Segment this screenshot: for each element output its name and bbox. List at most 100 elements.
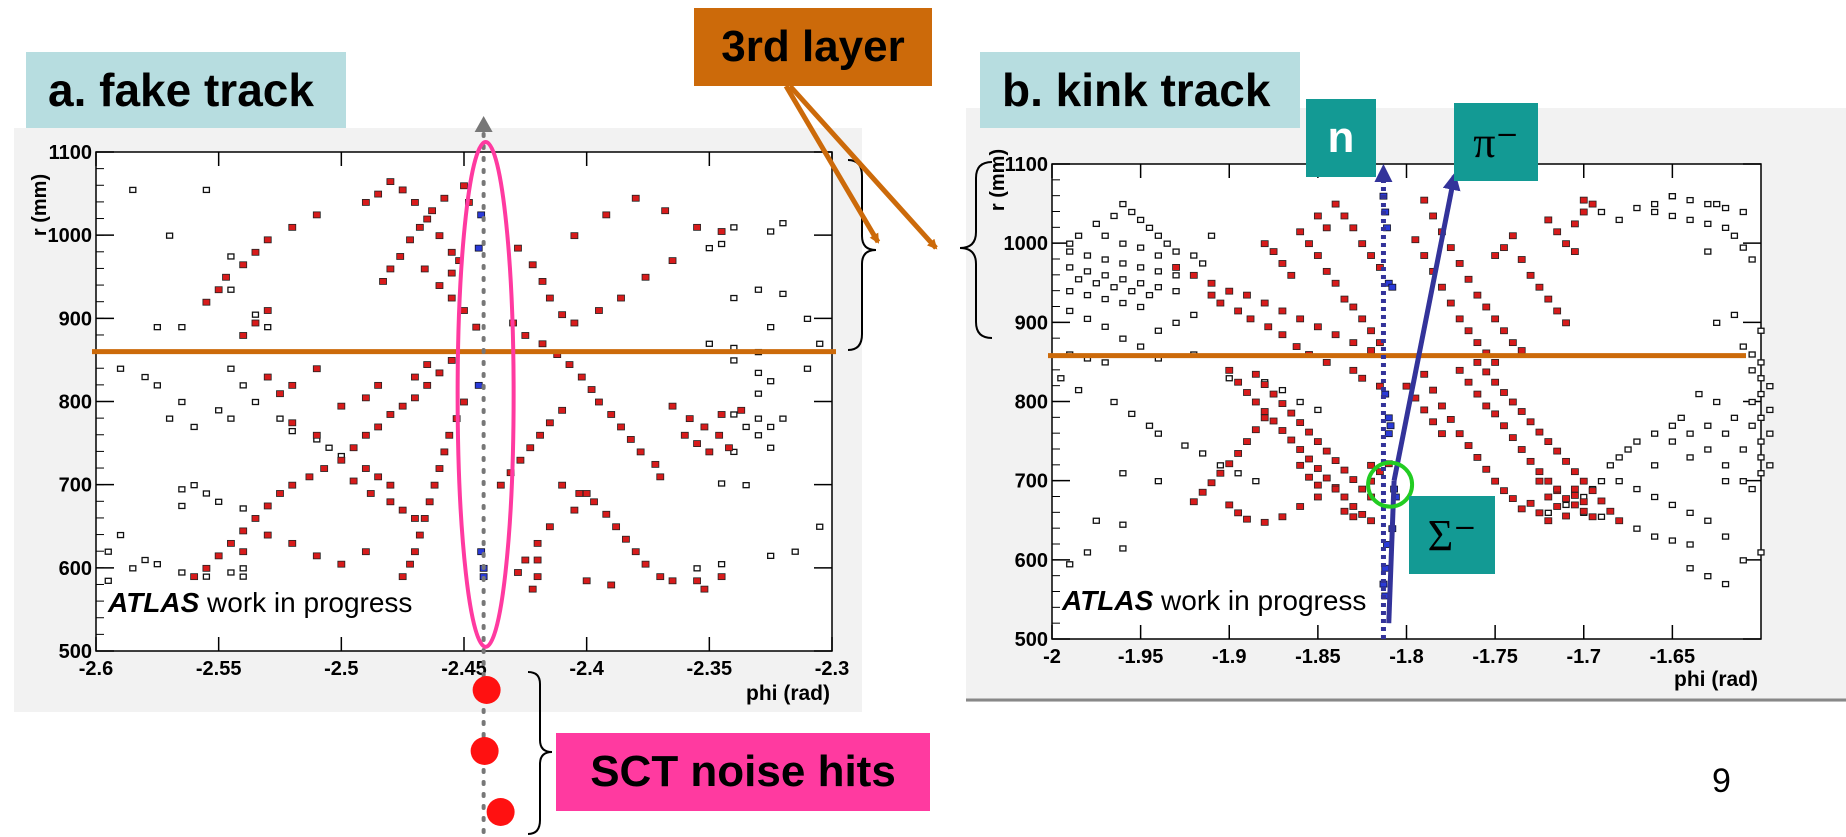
red-hit-marker [545, 294, 554, 302]
open-hit-marker [1066, 288, 1074, 295]
red-hit-marker [263, 307, 272, 314]
red-hit-marker [1260, 299, 1269, 307]
red-hit-marker [545, 419, 554, 427]
open-hit-marker [1651, 493, 1659, 501]
red-hit-marker [582, 577, 591, 585]
open-hit-marker [1704, 220, 1712, 228]
red-hit-marker [1340, 212, 1349, 220]
sct-noise-bracket [527, 671, 553, 835]
red-hit-marker [305, 473, 314, 481]
red-hit-marker [1367, 461, 1375, 469]
open-hit-marker [227, 286, 235, 293]
red-hit-marker [496, 481, 505, 489]
red-hit-marker [312, 431, 321, 439]
y-tick-label: 700 [1015, 471, 1048, 493]
red-hit-marker [1269, 390, 1278, 398]
red-hit-marker [337, 402, 346, 410]
red-hit-marker [651, 460, 660, 468]
red-hit-marker [622, 535, 630, 543]
red-hit-marker [536, 431, 544, 439]
red-hit-marker [1349, 224, 1358, 232]
open-hit-marker [1651, 200, 1659, 208]
red-hit-marker [521, 556, 530, 564]
panel-a-tick-labels: -2.6 -2.55 -2.5 -2.45 -2.4 -2.35 -2.3 500 600 700… [48, 142, 850, 680]
pion-label: π⁻ [1454, 103, 1538, 181]
open-hit-marker [1668, 438, 1677, 445]
panel-b-open-hits [1057, 193, 1774, 588]
red-hit-marker [607, 581, 616, 589]
y-tick-label: 600 [1015, 550, 1048, 572]
red-hit-marker [617, 294, 625, 302]
red-hit-marker [251, 248, 260, 256]
open-hit-marker [767, 228, 775, 235]
red-hit-marker [590, 498, 598, 506]
open-hit-marker [202, 490, 211, 497]
red-hit-marker [440, 448, 449, 456]
open-hit-marker [1695, 390, 1703, 398]
open-hit-marker [1199, 260, 1207, 267]
x-tick-label: -2 [1043, 646, 1061, 668]
red-hit-marker [514, 244, 522, 252]
red-hit-marker [1172, 264, 1180, 271]
red-hit-marker [374, 190, 383, 198]
open-hit-marker [1686, 216, 1694, 224]
third-layer-label: 3rd layer [694, 8, 932, 86]
red-hit-marker [288, 481, 297, 489]
open-hit-marker [1314, 406, 1322, 414]
red-hit-marker [737, 406, 746, 414]
open-hit-marker [1633, 438, 1641, 445]
red-hit-marker [411, 515, 419, 522]
open-hit-marker [1686, 430, 1694, 437]
panel-a-y-axis-label: r (mm) [29, 174, 51, 236]
red-hit-marker [423, 381, 432, 389]
open-hit-marker [1119, 240, 1127, 247]
red-hit-marker [1349, 303, 1358, 311]
red-hit-marker [1349, 476, 1358, 483]
red-hit-marker [700, 423, 709, 431]
red-hit-marker [312, 552, 321, 560]
y-tick-label: 900 [1015, 312, 1048, 334]
open-hit-marker [1216, 462, 1225, 469]
red-hit-marker [1322, 267, 1331, 275]
x-tick-label: -2.3 [815, 658, 849, 680]
red-hit-marker [202, 564, 211, 572]
red-hit-marker [1544, 216, 1553, 224]
red-hit-marker [1349, 366, 1358, 374]
red-hit-marker [1455, 430, 1464, 438]
red-hit-marker [1260, 518, 1269, 526]
open-hit-marker [1057, 375, 1065, 382]
blue-hit-marker [1388, 283, 1397, 291]
red-hit-marker [1473, 390, 1482, 398]
open-hit-marker [705, 244, 713, 252]
red-hit-marker [1376, 468, 1384, 476]
open-hit-marker [803, 315, 812, 322]
red-hit-marker [1189, 271, 1198, 279]
open-hit-marker [251, 398, 260, 406]
red-hit-marker [1464, 442, 1473, 449]
red-hit-marker [1243, 389, 1251, 396]
red-hit-marker [1579, 196, 1588, 204]
red-hit-marker [693, 440, 701, 447]
open-hit-marker [1128, 410, 1136, 418]
red-hit-marker [361, 548, 370, 556]
open-hit-marker [1074, 386, 1083, 394]
red-hit-marker [1570, 468, 1579, 476]
open-hit-marker [1757, 549, 1765, 556]
open-hit-marker [1119, 521, 1127, 528]
red-hit-marker [1234, 307, 1243, 315]
open-hit-marker [1615, 216, 1623, 224]
open-hit-marker [141, 373, 149, 381]
red-hit-marker [1251, 426, 1260, 434]
red-hit-marker [1278, 400, 1287, 407]
y-tick-label: 600 [59, 558, 92, 580]
red-hit-marker [656, 573, 665, 581]
x-tick-label: -1.7 [1567, 646, 1601, 668]
open-hit-marker [1110, 284, 1118, 291]
open-hit-marker [1713, 200, 1721, 208]
red-hit-marker [558, 406, 567, 414]
red-hit-marker [1588, 513, 1597, 521]
red-hit-marker [312, 211, 321, 219]
red-hit-marker [1500, 422, 1508, 430]
open-hit-marker [1757, 359, 1765, 366]
red-hit-marker [1508, 434, 1517, 442]
